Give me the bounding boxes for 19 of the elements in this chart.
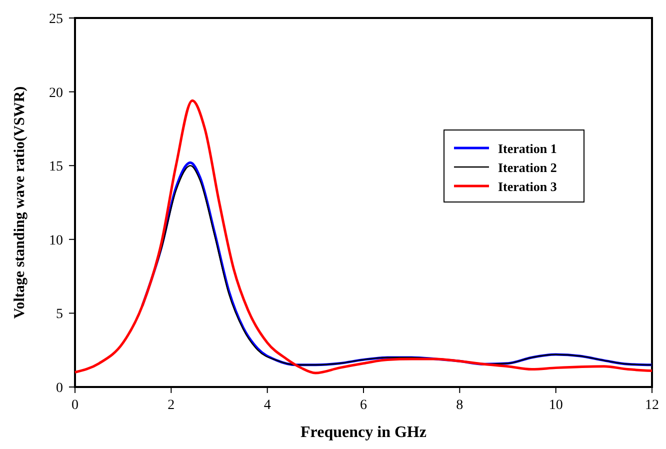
y-tick-label: 20 [49, 86, 63, 101]
y-tick-label: 15 [49, 160, 63, 175]
x-tick-label: 6 [360, 398, 367, 413]
y-tick-label: 25 [49, 12, 63, 27]
x-tick-label: 0 [72, 398, 78, 413]
legend-label: Iteration 2 [498, 160, 557, 175]
line-series [74, 99, 654, 374]
x-axis-title: Frequency in GHz [300, 424, 426, 441]
y-tick-label: 5 [56, 307, 63, 322]
x-tick-label: 4 [264, 398, 271, 413]
legend-label: Iteration 1 [498, 141, 557, 156]
x-tick-label: 10 [548, 398, 563, 413]
x-tick-label: 8 [456, 398, 464, 413]
x-tick-label: 2 [168, 398, 175, 413]
y-tick-label: 10 [49, 233, 63, 248]
y-axis-title: Voltage standing wave ratio(VSWR) [12, 86, 28, 319]
legend-label: Iteration 3 [498, 179, 558, 194]
y-tick-label: 0 [56, 381, 63, 396]
x-tick-label: 12 [645, 398, 659, 413]
